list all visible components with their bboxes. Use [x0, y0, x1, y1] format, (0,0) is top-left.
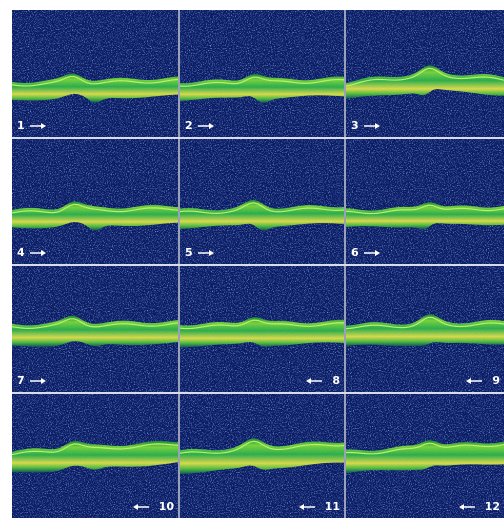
scan-panel: 7: [11, 266, 179, 392]
row-gap: [12, 264, 504, 266]
panel-label: 6: [351, 246, 359, 259]
retina-band: [346, 314, 504, 347]
panel-label: 9: [492, 374, 500, 387]
panel-label: 5: [185, 246, 193, 259]
retina-line: [179, 202, 345, 214]
panel-arrow-head: [466, 378, 471, 384]
retina-line: [11, 75, 179, 87]
row-gap: [12, 137, 504, 139]
panel-label: 12: [485, 500, 500, 513]
row-gap: [12, 392, 504, 394]
panel-arrow-head: [209, 250, 214, 256]
retina-line: [345, 316, 504, 330]
panel-arrow-head: [306, 378, 311, 384]
panel-arrow-head: [41, 123, 46, 129]
scan-panel: 2: [179, 10, 345, 137]
retina-line: [345, 67, 504, 87]
panel-noise: [346, 139, 504, 264]
retina-band: [12, 315, 178, 347]
panel-noise: [12, 10, 178, 137]
panel-label: 10: [159, 500, 175, 513]
retina-line: [11, 318, 179, 329]
panel-arrow-head: [41, 250, 46, 256]
panel-arrow-head: [133, 504, 138, 510]
retina-line: [345, 204, 504, 215]
panel-label: 2: [185, 119, 193, 132]
panel-noise: [180, 10, 344, 137]
retina-band: [180, 199, 344, 231]
scan-panel: 9: [345, 266, 504, 392]
scan-panel: 1: [11, 10, 179, 137]
panel-arrow-head: [41, 378, 46, 384]
scan-panel: 8: [179, 266, 345, 392]
retina-band: [12, 73, 178, 103]
panel-arrow-head: [459, 504, 464, 510]
panel-label: 11: [325, 500, 340, 513]
panel-label: 3: [351, 119, 359, 132]
scan-panel: 5: [179, 139, 345, 264]
panel-arrow-head: [375, 123, 380, 129]
panel-label: 8: [332, 374, 340, 387]
retina-line: [345, 442, 504, 455]
retina-band: [346, 440, 504, 474]
panel-arrow-head: [299, 504, 304, 510]
retina-band: [346, 65, 504, 99]
panel-label: 4: [17, 246, 25, 259]
retina-line: [11, 443, 179, 456]
retina-band: [180, 74, 344, 103]
retina-line: [11, 203, 179, 214]
panel-label: 1: [17, 119, 25, 132]
scan-panel: 3: [345, 10, 504, 137]
scan-panel: 10: [11, 394, 179, 518]
retina-line: [179, 440, 345, 454]
scan-panel: 12: [345, 394, 504, 518]
retina-line: [179, 76, 345, 87]
scan-panel: 4: [11, 139, 179, 264]
retina-band: [12, 440, 178, 473]
scan-panel: 11: [179, 394, 345, 518]
retina-line: [179, 319, 345, 330]
panel-arrow-head: [209, 123, 214, 129]
panel-arrow-head: [375, 250, 380, 256]
retina-band: [12, 201, 178, 231]
panel-noise: [12, 139, 178, 264]
panel-noise: [180, 139, 344, 264]
retina-band: [180, 438, 344, 475]
panel-label: 7: [17, 374, 25, 387]
scan-panel: 6: [345, 139, 504, 264]
